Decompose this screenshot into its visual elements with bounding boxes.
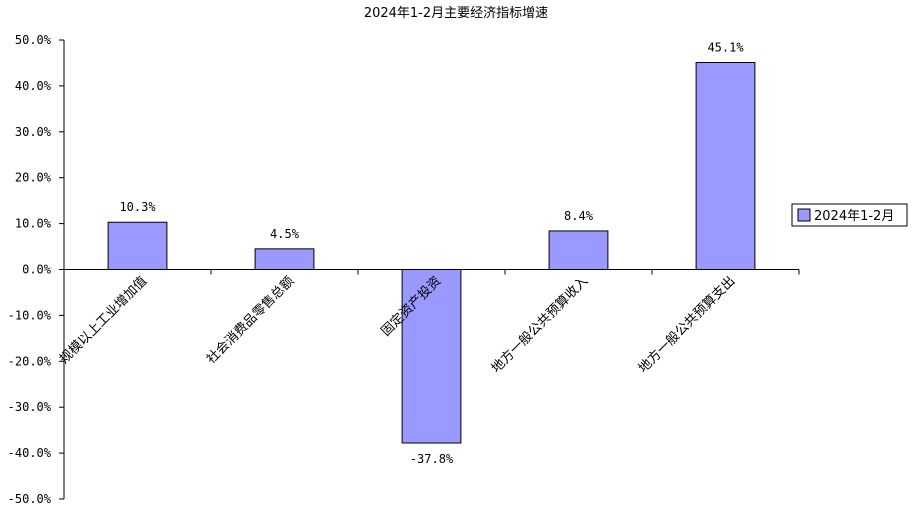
data-label: 45.1% (707, 40, 744, 54)
category-label: 社会消费品零售总额 (203, 273, 297, 367)
legend: 2024年1-2月 (791, 203, 908, 227)
bar (548, 230, 609, 270)
y-tick-label: -20.0% (8, 354, 52, 368)
y-tick-label: -10.0% (8, 308, 52, 322)
data-labels: 10.3% 4.5% -37.8% 8.4% 45.1% (119, 40, 744, 466)
y-tick-label: 50.0% (15, 33, 52, 47)
data-label: 8.4% (564, 209, 594, 223)
legend-swatch (797, 208, 811, 222)
y-tick-label: 30.0% (15, 125, 52, 139)
bar (401, 269, 462, 444)
legend-box (791, 203, 908, 227)
y-tick-label: 20.0% (15, 171, 52, 185)
chart-title: 2024年1-2月主要经济指标增速 (364, 6, 548, 21)
y-axis: 50.0% 40.0% 30.0% 20.0% 10.0% 0.0% -10.0% -20.0… (8, 33, 65, 506)
category-label: 地方一般公共预算支出 (635, 273, 738, 376)
bar (254, 248, 315, 271)
data-label: 10.3% (119, 200, 156, 214)
data-label: 4.5% (270, 227, 300, 241)
y-tick-label: 40.0% (15, 79, 52, 93)
y-tick-label: 0.0% (22, 263, 52, 277)
bar (107, 221, 168, 271)
bar (695, 61, 756, 271)
data-label: -37.8% (410, 452, 454, 466)
category-label: 地方一般公共预算收入 (488, 273, 591, 376)
category-label: 规模以上工业增加值 (56, 273, 150, 367)
y-tick-label: -30.0% (8, 400, 52, 414)
category-labels: 规模以上工业增加值 社会消费品零售总额 固定资产投资 地方一般公共预算收入 地方一般公共… (56, 273, 738, 376)
y-tick-label: -40.0% (8, 446, 52, 460)
legend-entry: 2024年1-2月 (814, 209, 894, 224)
y-tick-label: -50.0% (8, 492, 52, 506)
bars (107, 61, 756, 444)
y-tick-label: 10.0% (15, 217, 52, 231)
